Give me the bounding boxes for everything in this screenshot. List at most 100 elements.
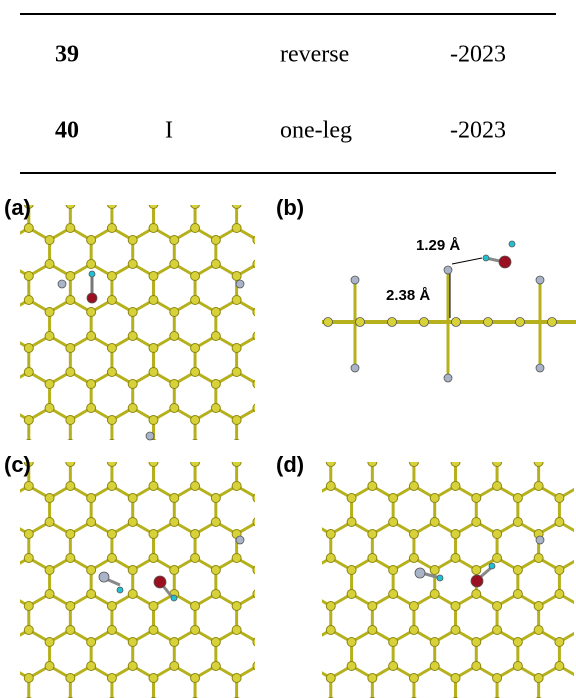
atom [326, 554, 335, 563]
atom [444, 266, 452, 274]
bond [289, 558, 310, 570]
atom [107, 200, 116, 209]
atom [555, 566, 564, 575]
atom [45, 446, 54, 455]
atom [24, 440, 33, 449]
bond [257, 408, 278, 420]
atom [493, 554, 502, 563]
atom [128, 404, 137, 413]
atom [211, 446, 220, 455]
atom [513, 494, 522, 503]
atom [356, 318, 365, 327]
bond [91, 444, 112, 456]
atom [87, 332, 96, 341]
atom [87, 293, 97, 303]
atom [128, 662, 137, 671]
bond [539, 450, 560, 462]
atom [253, 566, 262, 575]
atom [493, 674, 502, 683]
atom [347, 638, 356, 647]
atom [45, 380, 54, 389]
atom [513, 446, 522, 455]
bond [257, 522, 278, 534]
bond [0, 228, 8, 240]
bond [91, 450, 112, 462]
atom [484, 318, 493, 327]
atom [128, 590, 137, 599]
bond [257, 666, 278, 678]
atom [87, 638, 96, 647]
atom [451, 458, 460, 467]
bond [153, 192, 174, 204]
atom [548, 318, 557, 327]
bond [0, 522, 8, 534]
atom [472, 494, 481, 503]
atom [4, 308, 13, 317]
atom [191, 224, 200, 233]
atom [66, 272, 75, 281]
atom [149, 224, 158, 233]
atom [66, 602, 75, 611]
atom [253, 236, 262, 245]
atom [191, 344, 200, 353]
atom [45, 662, 54, 671]
atom [4, 380, 13, 389]
atom [4, 260, 13, 269]
atom [253, 380, 262, 389]
bond [29, 192, 50, 204]
atom [170, 638, 179, 647]
atom [534, 674, 543, 683]
atom [368, 674, 377, 683]
atom [294, 236, 303, 245]
bond [393, 450, 414, 462]
atom [274, 344, 283, 353]
atom [211, 494, 220, 503]
atom [493, 458, 502, 467]
bond [29, 450, 50, 462]
bond [278, 558, 299, 570]
bond [435, 450, 456, 462]
atom [45, 188, 54, 197]
atom [4, 590, 13, 599]
atom [66, 482, 75, 491]
atom [451, 530, 460, 539]
atom [149, 296, 158, 305]
bond [257, 630, 278, 642]
atom [24, 674, 33, 683]
atom [107, 344, 116, 353]
atom [274, 554, 283, 563]
bond [153, 450, 174, 462]
bond [0, 264, 8, 276]
atom [191, 602, 200, 611]
atom [555, 446, 564, 455]
atom [66, 416, 75, 425]
atom [4, 518, 13, 527]
atom [170, 260, 179, 269]
atom [211, 260, 220, 269]
atom [451, 674, 460, 683]
atom [232, 416, 241, 425]
bond [0, 408, 8, 420]
atom [274, 482, 283, 491]
atom [451, 554, 460, 563]
bond [195, 444, 216, 456]
atom [430, 446, 439, 455]
bond [257, 558, 278, 570]
atom [499, 256, 511, 268]
bond [278, 264, 299, 276]
atom [211, 452, 220, 461]
atom [451, 602, 460, 611]
atom [534, 626, 543, 635]
atom [45, 590, 54, 599]
bond [257, 486, 278, 498]
atom [285, 482, 294, 491]
atom [128, 452, 137, 461]
atom [128, 446, 137, 455]
bond [0, 558, 8, 570]
atom [472, 566, 481, 575]
bond [257, 300, 278, 312]
atom [191, 554, 200, 563]
atom [45, 638, 54, 647]
atom [274, 674, 283, 683]
atom [66, 296, 75, 305]
